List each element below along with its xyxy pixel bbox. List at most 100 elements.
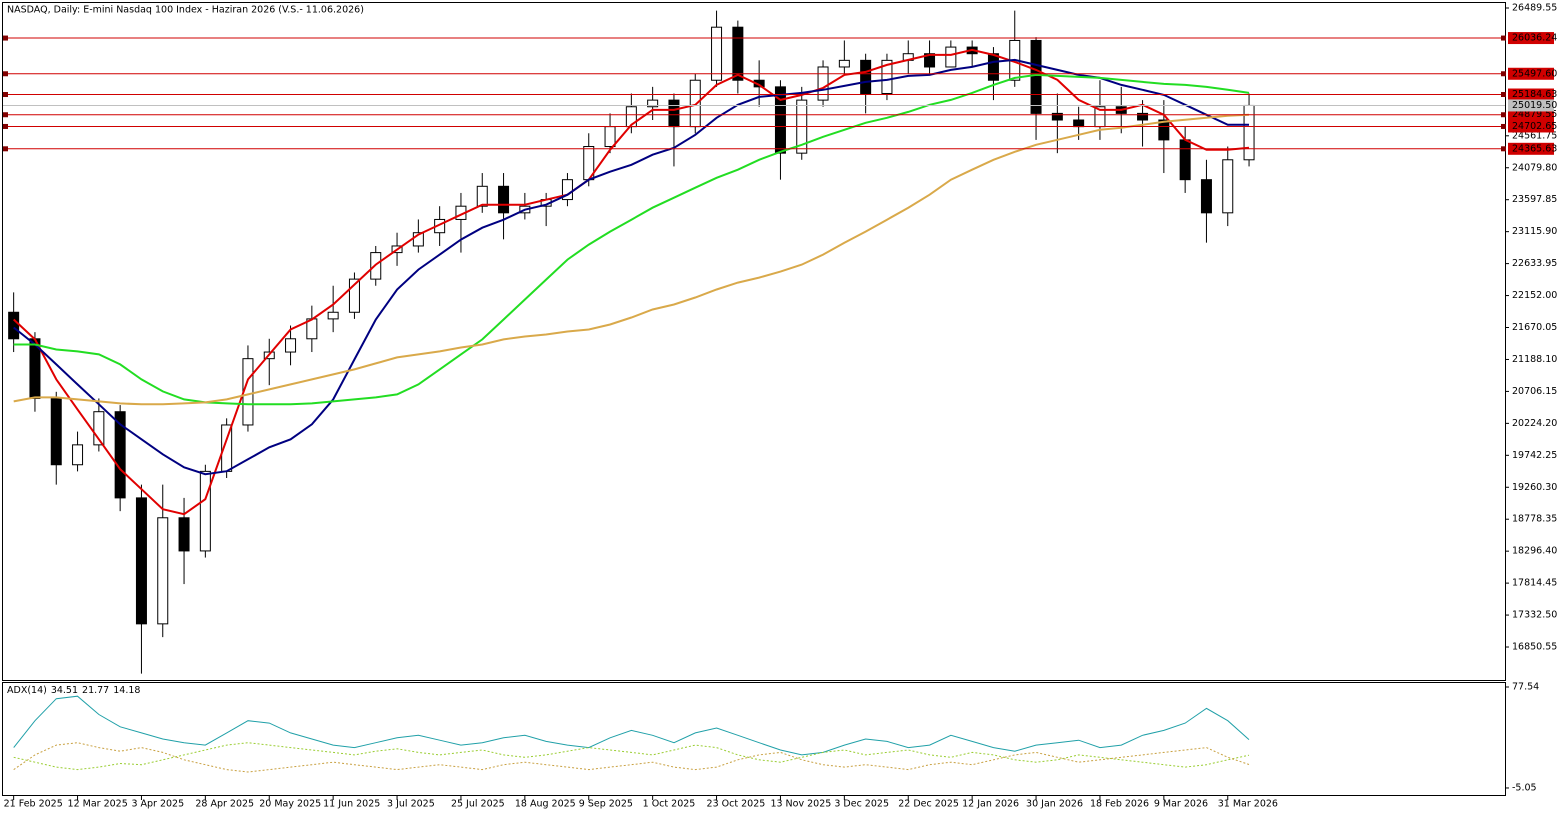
y-tick-label: 24079.80 xyxy=(1512,162,1557,173)
level-marker xyxy=(3,71,8,77)
candle-body xyxy=(178,517,190,552)
level-label-box xyxy=(1508,142,1554,155)
level-label: 24879.55 xyxy=(1512,109,1557,120)
moving-average xyxy=(13,58,1249,476)
candle-body xyxy=(711,26,723,81)
level-marker xyxy=(3,123,8,129)
candle-body xyxy=(838,59,850,68)
candle-body xyxy=(1222,159,1234,214)
y-tick-label: 16850.55 xyxy=(1512,642,1557,653)
level-label: 24365.63 xyxy=(1512,143,1557,154)
level-label-box xyxy=(1508,120,1554,133)
level-marker xyxy=(1501,71,1506,77)
moving-average xyxy=(13,48,1250,516)
last-price-label: 25019.50 xyxy=(1512,100,1557,111)
indicator-line xyxy=(13,742,1250,773)
x-tick-label: 11 Jun 2025 xyxy=(323,799,380,810)
candle-body xyxy=(135,497,147,625)
x-tick-label: 18 Aug 2025 xyxy=(515,799,576,810)
y-tick-label: 21670.05 xyxy=(1512,322,1557,333)
x-tick-label: 23 Oct 2025 xyxy=(707,799,766,810)
moving-average xyxy=(13,113,1250,406)
level-label: 25497.60 xyxy=(1512,68,1557,79)
level-label-box xyxy=(1508,32,1554,45)
y-tick-label: 17332.50 xyxy=(1512,610,1557,621)
indicator-value: 14.18 xyxy=(113,685,140,696)
level-marker xyxy=(1501,146,1506,152)
x-tick-label: 12 Jan 2026 xyxy=(962,799,1019,810)
candle-body xyxy=(732,26,744,81)
candle-body xyxy=(668,99,680,128)
indicator-line xyxy=(13,695,1250,756)
x-tick-label: 30 Jan 2026 xyxy=(1026,799,1083,810)
level-marker xyxy=(3,35,8,41)
y-tick-label: 18778.35 xyxy=(1512,514,1557,525)
indicator-title: ADX(14) 34.51 21.77 14.18 xyxy=(7,685,140,696)
indicator-line xyxy=(13,742,1250,771)
y-tick-label: 23597.85 xyxy=(1512,194,1557,205)
x-tick-label: 22 Dec 2025 xyxy=(898,799,959,810)
candle-body xyxy=(285,338,297,353)
level-marker xyxy=(1501,123,1506,129)
level-label-box xyxy=(1508,108,1554,121)
x-tick-label: 18 Feb 2026 xyxy=(1090,799,1149,810)
y-tick-label: -5.05 xyxy=(1512,782,1537,793)
candle-body xyxy=(817,66,829,101)
x-tick-label: 31 Mar 2026 xyxy=(1218,799,1278,810)
candle-body xyxy=(199,470,211,552)
candle-body xyxy=(774,86,786,154)
level-label: 25184.63 xyxy=(1512,89,1557,100)
candle-body xyxy=(561,179,573,201)
level-marker xyxy=(1501,112,1506,118)
x-tick-label: 3 Apr 2025 xyxy=(131,799,184,810)
candle-body xyxy=(987,53,999,81)
y-tick-label: 77.54 xyxy=(1512,681,1539,692)
level-label-box xyxy=(1508,67,1554,80)
candle-body xyxy=(1137,112,1149,121)
y-tick-label: 23115.90 xyxy=(1512,226,1557,237)
y-tick-label: 20706.15 xyxy=(1512,386,1557,397)
y-tick-label: 19742.25 xyxy=(1512,450,1557,461)
candle-body xyxy=(8,311,20,340)
y-tick-label: 22633.95 xyxy=(1512,258,1557,269)
indicator-value: 34.51 xyxy=(51,685,78,696)
candle-body xyxy=(945,46,957,68)
candle-body xyxy=(1200,179,1212,214)
y-tick-label: 19260.30 xyxy=(1512,482,1557,493)
x-tick-label: 25 Jul 2025 xyxy=(451,799,505,810)
candle-body xyxy=(924,53,936,68)
last-price-box xyxy=(1508,99,1554,112)
level-marker xyxy=(1501,92,1506,98)
candle-body xyxy=(881,59,893,94)
x-tick-label: 13 Nov 2025 xyxy=(770,799,831,810)
y-tick-label: 18296.40 xyxy=(1512,546,1557,557)
candle-body xyxy=(1243,104,1255,161)
candle-body xyxy=(72,444,84,466)
y-tick-label: 20224.20 xyxy=(1512,418,1557,429)
x-tick-label: 9 Sep 2025 xyxy=(579,799,633,810)
y-tick-label: 22152.00 xyxy=(1512,290,1557,301)
candle-body xyxy=(1030,39,1042,114)
candle-body xyxy=(1158,119,1170,141)
y-tick-label: 26489.55 xyxy=(1512,3,1557,14)
candle-body xyxy=(93,411,105,446)
candle-body xyxy=(860,59,872,94)
candle-body xyxy=(348,278,360,313)
level-label: 24702.65 xyxy=(1512,121,1557,132)
x-tick-label: 9 Mar 2026 xyxy=(1154,799,1208,810)
candle-body xyxy=(1051,112,1063,121)
level-marker xyxy=(3,92,8,98)
x-tick-label: 21 Feb 2025 xyxy=(4,799,63,810)
candle-body xyxy=(498,185,510,214)
x-tick-label: 28 Apr 2025 xyxy=(195,799,254,810)
candle-body xyxy=(114,411,126,499)
moving-average xyxy=(13,73,1250,406)
x-tick-label: 1 Oct 2025 xyxy=(643,799,696,810)
indicator-frame xyxy=(2,682,1506,796)
main-frame xyxy=(2,2,1506,681)
candle-body xyxy=(689,79,701,128)
x-tick-label: 20 May 2025 xyxy=(259,799,321,810)
candle-body xyxy=(327,311,339,320)
y-tick-label: 24561.75 xyxy=(1512,130,1557,141)
